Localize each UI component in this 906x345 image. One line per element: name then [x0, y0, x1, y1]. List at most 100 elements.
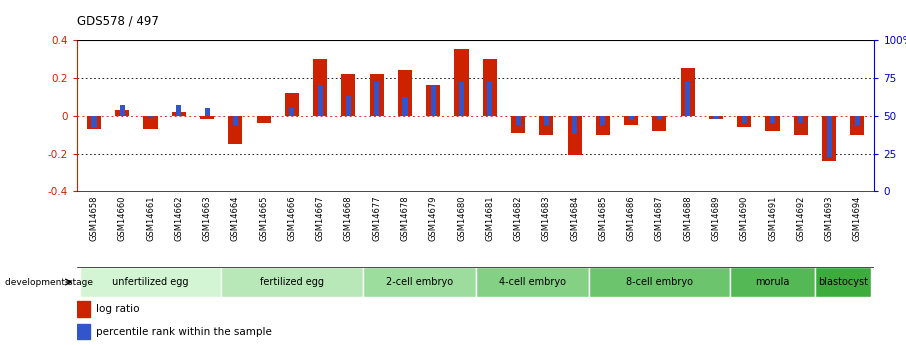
Bar — [459, 82, 464, 116]
Text: GSM14686: GSM14686 — [627, 195, 636, 241]
Bar — [730, 267, 814, 297]
Text: GSM14667: GSM14667 — [315, 195, 324, 241]
Bar — [589, 267, 730, 297]
Bar — [172, 112, 186, 116]
Bar — [487, 82, 492, 116]
Text: unfertilized egg: unfertilized egg — [112, 277, 188, 287]
Text: GSM14688: GSM14688 — [683, 195, 692, 241]
Bar — [483, 59, 496, 116]
Bar — [77, 324, 90, 339]
Bar — [402, 97, 408, 116]
Bar — [737, 116, 751, 127]
Text: morula: morula — [756, 277, 790, 287]
Bar — [511, 116, 525, 132]
Bar — [476, 267, 589, 297]
Text: log ratio: log ratio — [96, 304, 140, 314]
Text: GSM14677: GSM14677 — [372, 195, 381, 241]
Bar — [455, 49, 468, 116]
Bar — [289, 108, 294, 116]
Text: GSM14658: GSM14658 — [90, 195, 99, 241]
Text: GSM14694: GSM14694 — [853, 195, 862, 241]
Text: GSM14685: GSM14685 — [598, 195, 607, 241]
Bar — [544, 116, 549, 125]
Text: GSM14666: GSM14666 — [287, 195, 296, 241]
Text: GSM14693: GSM14693 — [824, 195, 834, 241]
Bar — [80, 267, 221, 297]
Bar — [313, 59, 327, 116]
Bar — [539, 116, 554, 135]
Bar — [766, 116, 779, 131]
Text: GSM14664: GSM14664 — [231, 195, 240, 241]
Text: GDS578 / 497: GDS578 / 497 — [77, 14, 159, 28]
Bar — [708, 116, 723, 119]
Text: GSM14678: GSM14678 — [400, 195, 410, 241]
Text: GSM14662: GSM14662 — [174, 195, 183, 241]
Text: GSM14663: GSM14663 — [203, 195, 212, 241]
Bar — [120, 105, 125, 116]
Text: GSM14691: GSM14691 — [768, 195, 777, 241]
Bar — [200, 116, 214, 119]
Bar — [596, 116, 610, 135]
Bar — [92, 116, 97, 128]
Bar — [205, 108, 209, 116]
Bar — [516, 116, 521, 125]
Bar — [742, 116, 747, 123]
Text: GSM14661: GSM14661 — [146, 195, 155, 241]
Text: GSM14692: GSM14692 — [796, 195, 805, 241]
Text: 8-cell embryo: 8-cell embryo — [626, 277, 693, 287]
Text: GSM14689: GSM14689 — [711, 195, 720, 241]
Bar — [228, 116, 243, 144]
Text: GSM14665: GSM14665 — [259, 195, 268, 241]
Bar — [713, 116, 718, 119]
Bar — [567, 116, 582, 155]
Bar — [398, 70, 412, 116]
Bar — [233, 116, 238, 125]
Bar — [652, 116, 667, 131]
Text: GSM14680: GSM14680 — [457, 195, 466, 241]
Bar — [87, 116, 101, 129]
Bar — [148, 116, 153, 117]
Bar — [850, 116, 864, 135]
Bar — [426, 85, 440, 116]
Bar — [685, 81, 690, 116]
Bar — [346, 96, 351, 116]
Text: GSM14681: GSM14681 — [486, 195, 495, 241]
Bar — [770, 116, 775, 123]
Bar — [256, 116, 271, 123]
Bar — [374, 82, 380, 116]
Bar — [370, 74, 384, 116]
Text: percentile rank within the sample: percentile rank within the sample — [96, 327, 272, 337]
Bar — [362, 267, 476, 297]
Text: GSM14684: GSM14684 — [570, 195, 579, 241]
Bar — [794, 116, 808, 135]
Bar — [680, 68, 695, 116]
Text: 2-cell embryo: 2-cell embryo — [386, 277, 453, 287]
Bar — [430, 85, 436, 116]
Bar — [822, 116, 836, 161]
Bar — [115, 110, 130, 116]
Text: blastocyst: blastocyst — [818, 277, 868, 287]
Text: GSM14683: GSM14683 — [542, 195, 551, 241]
Text: GSM14660: GSM14660 — [118, 195, 127, 241]
Bar — [143, 116, 158, 129]
Bar — [798, 116, 804, 123]
Text: GSM14690: GSM14690 — [739, 195, 748, 241]
Bar — [177, 105, 181, 116]
Bar — [814, 267, 872, 297]
Text: 4-cell embryo: 4-cell embryo — [498, 277, 565, 287]
Bar — [221, 267, 362, 297]
Bar — [318, 85, 323, 116]
Bar — [624, 116, 638, 125]
Bar — [284, 93, 299, 116]
Bar — [657, 116, 662, 120]
Bar — [601, 116, 605, 125]
Text: GSM14682: GSM14682 — [514, 195, 523, 241]
Text: GSM14687: GSM14687 — [655, 195, 664, 241]
Text: GSM14679: GSM14679 — [429, 195, 438, 241]
Bar — [854, 116, 860, 125]
Bar — [629, 116, 633, 120]
Bar — [342, 74, 355, 116]
Bar — [77, 301, 90, 317]
Text: fertilized egg: fertilized egg — [260, 277, 323, 287]
Text: GSM14668: GSM14668 — [344, 195, 353, 241]
